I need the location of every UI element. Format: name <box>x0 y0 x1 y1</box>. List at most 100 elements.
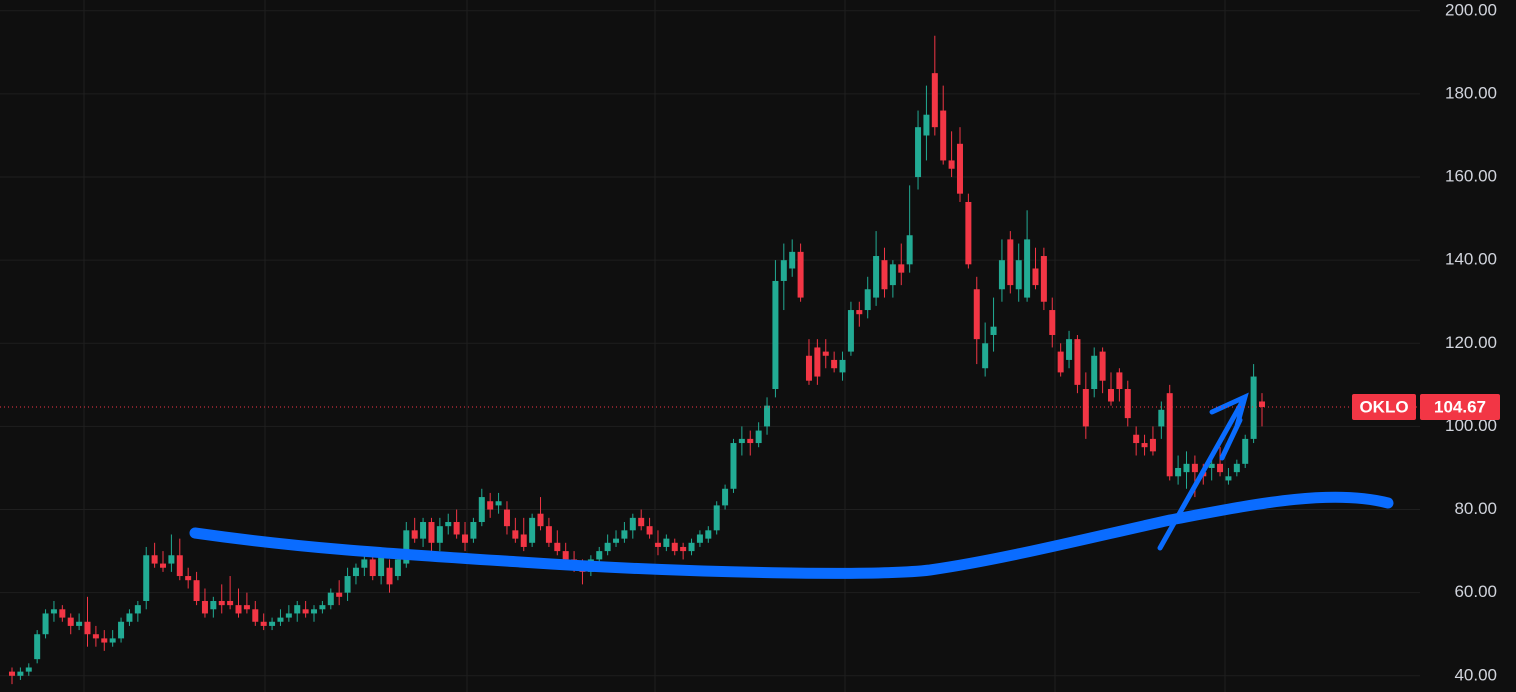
candle-body <box>1166 393 1173 477</box>
candle-body <box>269 621 276 626</box>
candle-body <box>1074 339 1081 385</box>
candle-body <box>1032 268 1039 286</box>
candle-body <box>453 522 460 535</box>
candle-body <box>688 542 695 552</box>
candle-body <box>1116 372 1123 390</box>
candle-body <box>84 621 91 635</box>
candle-body <box>562 551 569 560</box>
candle-body <box>520 534 527 547</box>
candle-body <box>554 542 561 552</box>
candle-body <box>671 542 678 552</box>
candle-body <box>730 443 737 489</box>
candle-body <box>889 264 896 286</box>
candle-body <box>537 513 544 527</box>
candle-body <box>705 530 712 539</box>
candle-body <box>856 310 863 315</box>
y-tick-label: 60.00 <box>1454 582 1497 601</box>
symbol-tag <box>1352 394 1416 421</box>
candle-body <box>294 605 301 614</box>
drawing <box>189 392 1394 579</box>
candle-body <box>738 438 745 444</box>
candle-body <box>386 567 393 585</box>
candle-body <box>789 251 796 269</box>
candle-body <box>1242 438 1249 464</box>
candle-body <box>529 517 536 543</box>
candle-body <box>1183 463 1190 473</box>
candle-body <box>764 405 771 427</box>
candle-body <box>118 621 125 639</box>
candle-body <box>973 289 980 340</box>
candle-body <box>906 235 913 265</box>
candle-body <box>1015 260 1022 290</box>
candle-body <box>1107 389 1114 402</box>
trend-arrow <box>1157 392 1249 551</box>
candle-body <box>319 605 326 610</box>
candle-body <box>59 609 66 618</box>
candle-body <box>923 114 930 136</box>
candle-body <box>42 613 49 635</box>
candle-body <box>1233 463 1240 473</box>
candle-body <box>1049 310 1056 335</box>
candle-body <box>772 280 779 390</box>
candle-body <box>302 609 309 614</box>
candle-body <box>1250 376 1257 439</box>
candle-body <box>134 605 141 614</box>
candle-body <box>109 638 116 643</box>
candle-body <box>881 260 888 290</box>
candle-body <box>260 621 267 626</box>
candle-body <box>814 347 821 377</box>
y-tick-label: 200.00 <box>1445 0 1497 19</box>
candle-body <box>956 143 963 194</box>
candle-body <box>403 530 410 564</box>
candle-body <box>948 160 955 169</box>
candle-body <box>9 671 15 676</box>
candle-body <box>965 201 972 265</box>
candle-body <box>428 522 435 543</box>
candle-body <box>1007 239 1014 286</box>
candle-body <box>1091 355 1098 390</box>
candle-body <box>227 600 234 606</box>
candle-body <box>1024 239 1031 298</box>
candle-body <box>898 264 905 273</box>
candle-body <box>210 600 217 610</box>
candle-body <box>621 530 628 539</box>
candle-body <box>160 563 167 568</box>
candle-body <box>67 617 74 626</box>
candle-body <box>998 260 1005 290</box>
y-tick-label: 40.00 <box>1454 665 1497 684</box>
candle-body <box>646 526 653 535</box>
candle-body <box>1141 443 1148 448</box>
candle-body <box>436 526 443 543</box>
candle-body <box>805 355 812 381</box>
candle-body <box>1133 434 1140 444</box>
candle-body <box>1208 463 1215 468</box>
candle-body <box>1158 409 1165 427</box>
price-tag <box>1420 394 1500 421</box>
candle-body <box>76 621 83 626</box>
last-price-label: 104.67 <box>1434 397 1486 416</box>
candle-body <box>495 501 502 506</box>
candle-body <box>1225 476 1232 481</box>
candle-body <box>25 667 32 672</box>
y-tick-label: 120.00 <box>1445 333 1497 352</box>
candle-body <box>143 555 150 601</box>
candle-body <box>822 351 829 356</box>
candle-body <box>285 613 292 618</box>
candle-body <box>755 430 762 444</box>
candle-body <box>101 638 108 643</box>
candle-body <box>545 526 552 543</box>
candle-body <box>940 110 947 161</box>
candle-body <box>92 634 99 639</box>
candle-body <box>747 438 754 444</box>
candle-body <box>50 609 57 614</box>
candle-body <box>629 517 636 531</box>
candle-body <box>126 613 133 622</box>
candle-body <box>831 359 838 369</box>
candle-body <box>235 605 242 614</box>
y-tick-label: 100.00 <box>1445 416 1497 435</box>
candle-body <box>1149 438 1156 452</box>
time-grid <box>83 0 1226 692</box>
candle-body <box>638 517 645 527</box>
candle-body <box>713 505 720 531</box>
candle-body <box>411 530 418 539</box>
